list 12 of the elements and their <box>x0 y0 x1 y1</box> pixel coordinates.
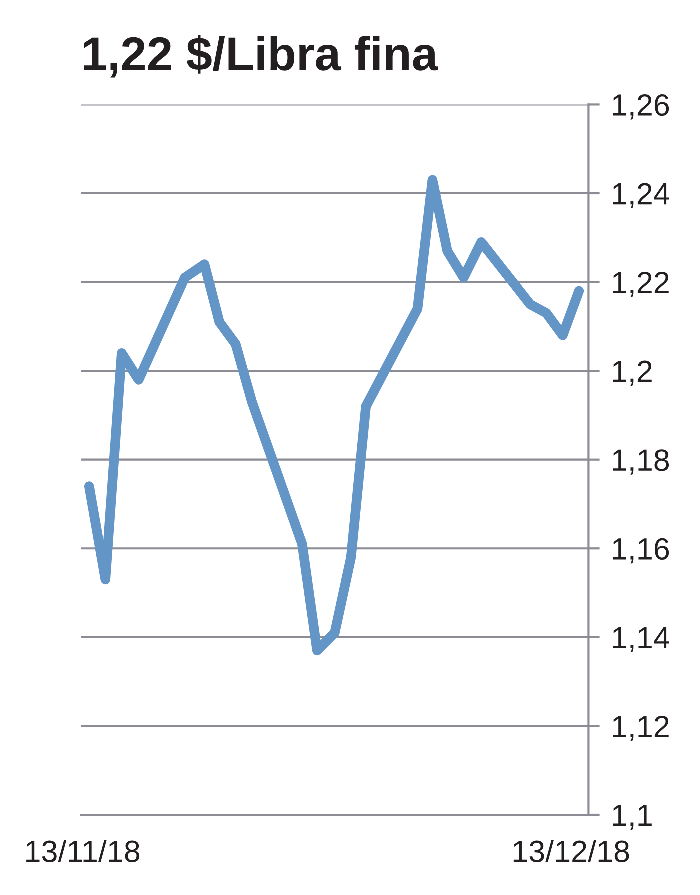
y-tick-label: 1,12 <box>613 716 669 742</box>
y-tick-label: 1,16 <box>613 538 670 564</box>
y-tick-label: 1,2 <box>613 360 652 386</box>
x-tick-label: 13/12/18 <box>514 840 630 862</box>
y-tick-label: 1,26 <box>613 94 670 120</box>
y-tick-label: 1,22 <box>613 272 669 298</box>
chart-title: 1,22 $/Libra fina <box>84 35 438 78</box>
y-tick-label: 1,24 <box>613 183 670 208</box>
y-tick-label: 1,18 <box>613 450 670 475</box>
x-tick-label: 13/11/18 <box>26 840 140 862</box>
y-tick-label: 1,1 <box>613 805 652 830</box>
y-tick-label: 1,14 <box>613 627 670 652</box>
